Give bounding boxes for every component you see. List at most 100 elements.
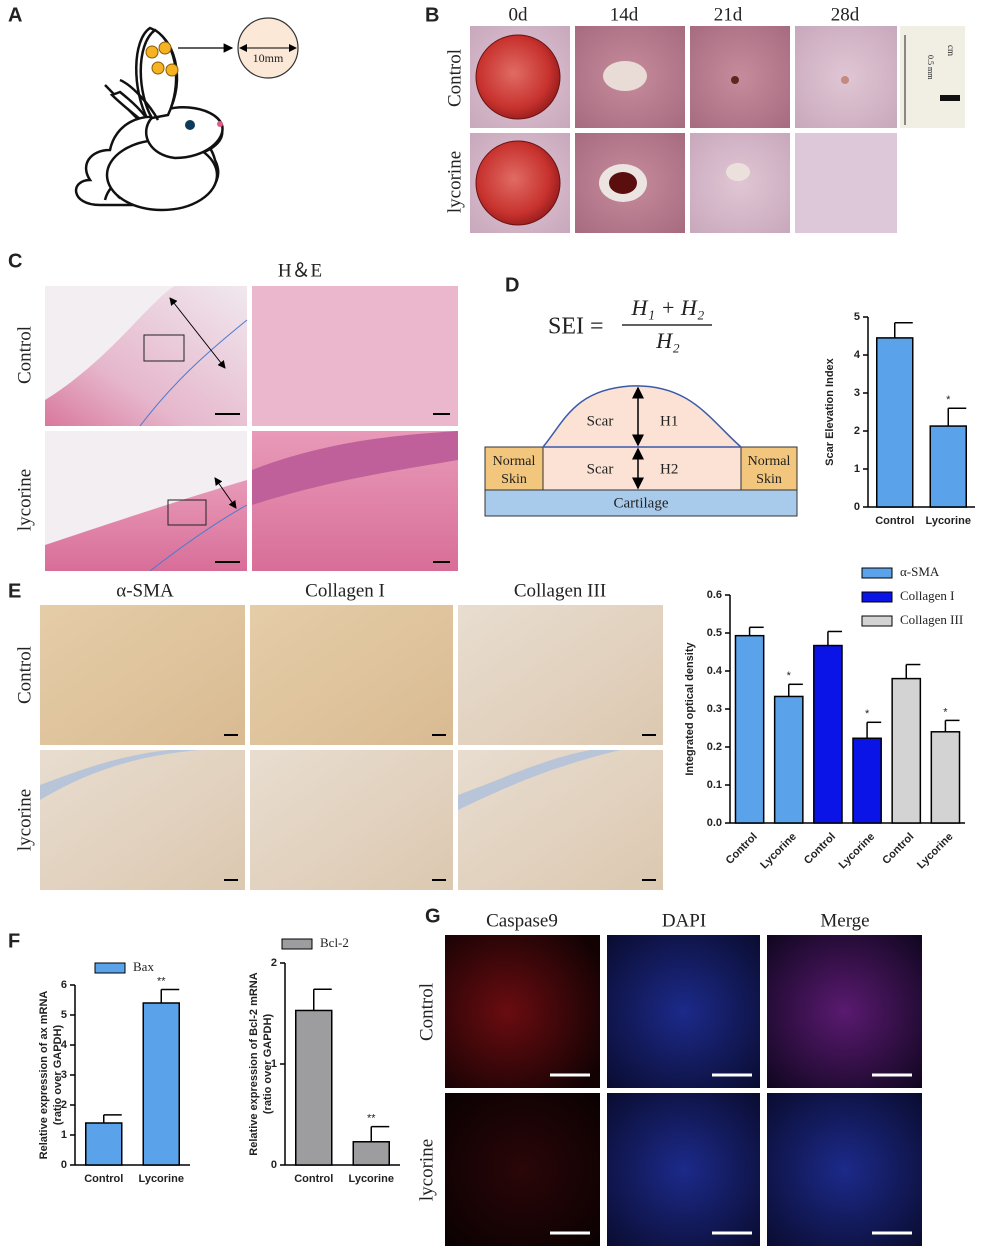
bar [930, 731, 961, 824]
tissue [45, 480, 247, 571]
bar [876, 337, 914, 508]
bar [891, 677, 922, 824]
photo [690, 133, 790, 233]
row-label: lycorine [444, 151, 465, 213]
scar-label: Scar [587, 413, 614, 429]
epidermis [40, 750, 200, 800]
y-tick-label: 1 [271, 1058, 277, 1070]
y-tick-label: 2 [61, 1099, 67, 1111]
y-tick-label: 0.3 [707, 703, 722, 715]
bar [734, 634, 765, 824]
y-tick-label: 4 [61, 1039, 68, 1051]
photo [767, 1093, 922, 1246]
y-axis-label: (ratio over GAPDH) [262, 1014, 274, 1115]
thickness-arrow [169, 297, 226, 369]
panel-label: G [425, 905, 441, 927]
rabbit-ear-back [119, 78, 160, 121]
x-tick-label: Control [294, 1173, 333, 1185]
ruler-mark [940, 95, 960, 101]
y-tick-label: 3 [61, 1069, 67, 1081]
y-tick-label: 0.2 [707, 741, 722, 753]
legend-label: Bcl-2 [320, 935, 349, 950]
cartilage-label: Cartilage [614, 495, 669, 511]
scab [731, 76, 739, 84]
row-label: Control [416, 983, 437, 1041]
bar [85, 1122, 123, 1166]
cartilage [484, 489, 798, 517]
column-header: 0d [509, 4, 529, 25]
bar [142, 1002, 180, 1166]
ruler-text: cm [946, 45, 956, 56]
row-label: lycorine [14, 469, 35, 531]
column-header: 28d [831, 4, 860, 25]
scar-diagram [484, 385, 798, 517]
bar [852, 737, 882, 824]
significance: ** [367, 1113, 376, 1125]
formula-lhs: SEI = [548, 314, 604, 340]
y-tick-label: 0.5 [707, 627, 722, 639]
rabbit-head [144, 106, 224, 160]
normal-skin [484, 446, 544, 491]
y-axis-label: Relative expression of Bcl-2 mRNA [248, 972, 260, 1155]
photo-grid: cm 0.5 mm [470, 26, 965, 233]
ruler [900, 26, 965, 128]
normal-skin-label: Normal [748, 454, 791, 469]
bar [813, 644, 843, 824]
photo [40, 750, 245, 890]
legend-label: Collagen I [900, 588, 955, 603]
normal-skin-label: Skin [756, 472, 782, 487]
photo [250, 605, 453, 745]
y-tick-label: 5 [854, 311, 860, 323]
panel-label: C [8, 250, 22, 272]
wound [475, 34, 561, 120]
row-label: Control [14, 326, 35, 384]
column-header: Merge [820, 910, 869, 931]
row-label: lycorine [416, 1139, 437, 1201]
legend-swatch [861, 615, 893, 627]
y-tick-label: 2 [271, 957, 277, 969]
wound-dot [151, 61, 165, 75]
scar-label: Scar [587, 461, 614, 477]
photo [767, 935, 922, 1088]
x-tick-label: Control [802, 831, 838, 867]
rabbit-nose [217, 121, 223, 127]
photo [445, 1093, 600, 1246]
x-tick-label: Control [724, 831, 760, 867]
legend-swatch [861, 591, 893, 603]
stain-label: H＆E [278, 260, 322, 281]
bar [773, 695, 804, 824]
photo [458, 750, 663, 890]
x-tick-label: Control [880, 831, 916, 867]
panel-label: E [8, 580, 21, 602]
h2-label: H2 [660, 461, 678, 477]
y-tick-label: 5 [61, 1009, 67, 1021]
scab [609, 172, 637, 194]
x-tick-label: Control [84, 1173, 123, 1185]
y-tick-label: 6 [61, 979, 67, 991]
x-tick-label: Lycorine [349, 1173, 394, 1185]
y-axis-label: Scar Elevation Index [824, 357, 836, 465]
y-tick-label: 3 [854, 387, 860, 399]
photo [40, 605, 245, 745]
thickness-arrow [214, 477, 237, 509]
y-tick-label: 0.1 [707, 779, 722, 791]
panel-label: F [8, 930, 20, 952]
epidermis [252, 431, 458, 505]
histology-grid [45, 286, 458, 572]
bar [352, 1141, 390, 1166]
photo [607, 1093, 760, 1246]
y-axis-label: Relative expression of ax mRNA [38, 991, 50, 1160]
photo [607, 935, 760, 1088]
legend-swatch [281, 938, 313, 950]
y-axis-label: (ratio over GAPDH) [52, 1025, 64, 1126]
scab [603, 61, 647, 91]
formula-numerator: H₁ + H₂ [631, 295, 705, 320]
y-tick-label: 0.0 [707, 817, 722, 829]
fluorescence-grid [445, 935, 922, 1246]
y-tick-label: 0 [271, 1159, 277, 1171]
y-tick-label: 0 [854, 501, 860, 513]
y-tick-label: 4 [854, 349, 861, 361]
legend-swatch [861, 567, 893, 579]
scar-base [542, 446, 742, 491]
h1-label: H1 [660, 413, 678, 429]
